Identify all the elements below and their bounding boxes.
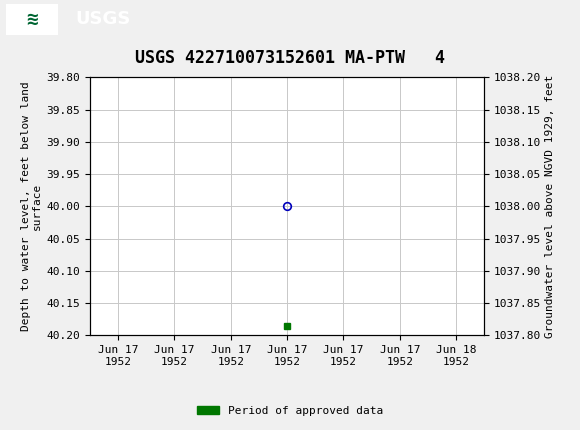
Legend: Period of approved data: Period of approved data <box>193 401 387 420</box>
Text: USGS: USGS <box>75 10 130 28</box>
Y-axis label: Depth to water level, feet below land
surface: Depth to water level, feet below land su… <box>21 82 42 331</box>
Y-axis label: Groundwater level above NGVD 1929, feet: Groundwater level above NGVD 1929, feet <box>545 75 556 338</box>
Text: ≋: ≋ <box>26 10 38 29</box>
Text: USGS 422710073152601 MA-PTW   4: USGS 422710073152601 MA-PTW 4 <box>135 49 445 67</box>
FancyBboxPatch shape <box>6 4 58 35</box>
